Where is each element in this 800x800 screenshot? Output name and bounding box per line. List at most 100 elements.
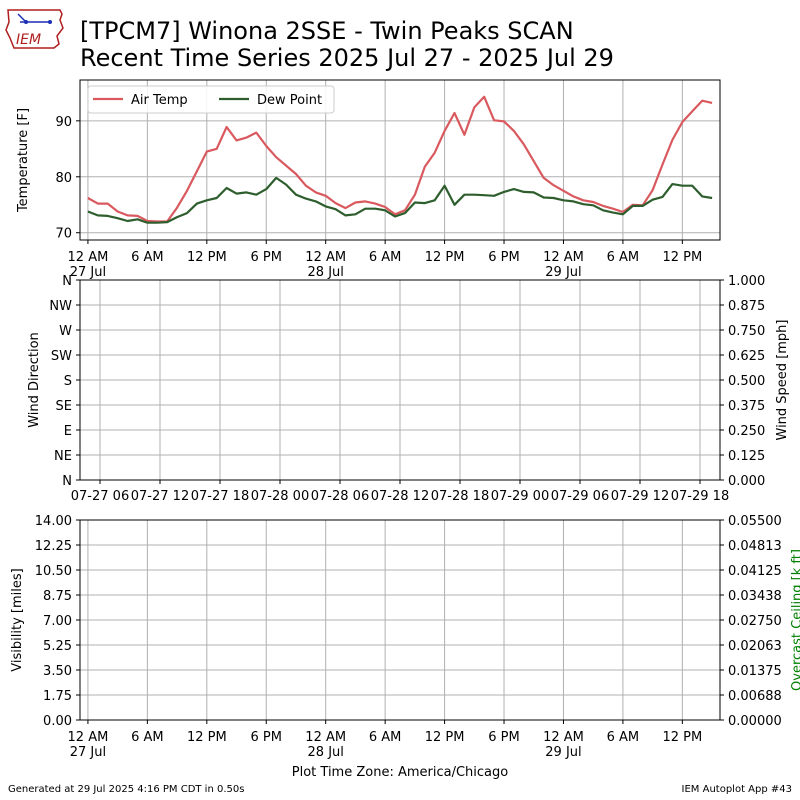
wind-direction-tick-label: E	[64, 424, 72, 439]
series-line-air-temp	[87, 95, 713, 223]
vis-xtick-label: 12 PM	[187, 730, 227, 745]
wind-speed-tick-label: 0.500	[728, 374, 765, 389]
footer-generated-text: Generated at 29 Jul 2025 4:16 PM CDT in …	[8, 784, 245, 795]
vis-xtick-date-label: 29 Jul	[545, 745, 581, 760]
wind-speed-tick-label: 0.625	[728, 349, 765, 364]
vis-xtick-label: 6 AM	[607, 730, 640, 745]
visibility-tick-label: 10.50	[35, 564, 72, 579]
vis-xtick-label: 12 PM	[425, 730, 465, 745]
wind-direction-tick-label: N	[62, 274, 72, 289]
wind-speed-ylabel: Wind Speed [mph]	[775, 320, 790, 441]
wind-speed-tick-label: 0.750	[728, 324, 765, 339]
chart-title-line2: Recent Time Series 2025 Jul 27 - 2025 Ju…	[80, 44, 614, 72]
wind-xtick-label: 07-28 00	[251, 489, 309, 504]
temp-ylabel: Temperature [F]	[16, 108, 31, 213]
temp-xtick-label: 12 AM	[68, 250, 109, 265]
wind-speed-tick-label: 0.250	[728, 424, 765, 439]
logo-text: IEM	[16, 32, 41, 48]
vis-xtick-label: 12 AM	[543, 730, 584, 745]
temp-xtick-label: 12 AM	[305, 250, 346, 265]
vis-xtick-label: 12 AM	[305, 730, 346, 745]
visibility-tick-label: 3.50	[43, 664, 72, 679]
wind-direction-tick-label: NW	[49, 299, 72, 314]
visibility-tick-label: 8.75	[43, 589, 72, 604]
temp-ytick-label: 90	[55, 115, 72, 130]
wind-speed-tick-label: 0.875	[728, 299, 765, 314]
ceiling-tick-label: 0.04813	[728, 539, 782, 554]
visibility-tick-label: 0.00	[43, 714, 72, 729]
wind-xtick-label: 07-27 06	[71, 489, 129, 504]
logo-dot	[24, 20, 28, 24]
ceiling-ylabel: Overcast Ceiling [k ft]	[790, 549, 800, 691]
vis-xtick-label: 12 PM	[662, 730, 702, 745]
temp-xtick-label: 12 PM	[662, 250, 702, 265]
legend-box	[87, 85, 335, 114]
visibility-tick-label: 7.00	[43, 614, 72, 629]
vis-xtick-date-label: 28 Jul	[308, 745, 344, 760]
ceiling-tick-label: 0.02063	[728, 639, 782, 654]
iowa-state-outline	[5, 9, 64, 49]
temp-xtick-date-label: 28 Jul	[308, 265, 344, 280]
wind-direction-tick-label: S	[64, 374, 72, 389]
wind-direction-tick-label: SE	[56, 399, 72, 414]
temp-xtick-label: 6 AM	[369, 250, 402, 265]
wind-xtick-label: 07-27 12	[131, 489, 189, 504]
wind-xtick-label: 07-28 12	[371, 489, 429, 504]
temp-xtick-label: 6 PM	[488, 250, 519, 265]
series-line-dew-point	[87, 176, 713, 224]
wind-direction-tick-label: NE	[54, 449, 72, 464]
wind-xtick-label: 07-29 18	[671, 489, 729, 504]
ceiling-tick-label: 0.02750	[728, 614, 782, 629]
wind-speed-tick-label: 0.125	[728, 449, 765, 464]
visibility-tick-label: 5.25	[43, 639, 72, 654]
ceiling-tick-label: 0.00000	[728, 714, 782, 729]
temp-ytick-label: 70	[55, 227, 72, 242]
wind-xtick-label: 07-29 12	[611, 489, 669, 504]
ceiling-tick-label: 0.01375	[728, 664, 782, 679]
vis-xtick-label: 6 AM	[369, 730, 402, 745]
visibility-ylabel: Visibility [miles]	[10, 568, 25, 671]
wind-xtick-label: 07-29 00	[491, 489, 549, 504]
wind-direction-ylabel: Wind Direction	[27, 332, 42, 428]
wind-direction-tick-label: W	[59, 324, 72, 339]
footer-app-text: IEM Autoplot App #43	[681, 784, 792, 795]
plot-timezone-xlabel: Plot Time Zone: America/Chicago	[292, 765, 508, 780]
wind-direction-tick-label: N	[62, 474, 72, 489]
temp-xtick-date-label: 29 Jul	[545, 265, 581, 280]
wind-speed-tick-label: 0.000	[728, 474, 765, 489]
vis-xtick-label: 12 AM	[68, 730, 109, 745]
wind-xtick-label: 07-28 06	[311, 489, 369, 504]
vis-xtick-date-label: 27 Jul	[70, 745, 106, 760]
logo-dot-right	[48, 20, 52, 24]
wind-direction-tick-label: SW	[51, 349, 72, 364]
vis-xtick-label: 6 AM	[131, 730, 164, 745]
ceiling-tick-label: 0.05500	[728, 514, 782, 529]
visibility-tick-label: 12.25	[35, 539, 72, 554]
temp-xtick-label: 12 PM	[425, 250, 465, 265]
temp-xtick-date-label: 27 Jul	[70, 265, 106, 280]
wind-speed-tick-label: 1.000	[728, 274, 765, 289]
iem-logo: IEM	[5, 9, 64, 49]
ceiling-tick-label: 0.03438	[728, 589, 782, 604]
temp-xtick-label: 6 AM	[607, 250, 640, 265]
vis-xtick-label: 6 PM	[251, 730, 282, 745]
temp-xtick-label: 12 PM	[187, 250, 227, 265]
ceiling-tick-label: 0.00688	[728, 689, 782, 704]
wind-speed-tick-label: 0.375	[728, 399, 765, 414]
legend-label-air-temp: Air Temp	[131, 93, 188, 108]
chart-title-line1: [TPCM7] Winona 2SSE - Twin Peaks SCAN	[80, 17, 574, 45]
temp-xtick-label: 6 PM	[251, 250, 282, 265]
vis-axes-frame	[79, 519, 721, 721]
temp-ytick-label: 80	[55, 171, 72, 186]
wind-xtick-label: 07-27 18	[191, 489, 249, 504]
temp-xtick-label: 6 AM	[131, 250, 164, 265]
temp-xtick-label: 12 AM	[543, 250, 584, 265]
wind-xtick-label: 07-29 06	[551, 489, 609, 504]
vis-xtick-label: 6 PM	[488, 730, 519, 745]
visibility-tick-label: 14.00	[35, 514, 72, 529]
wind-xtick-label: 07-28 18	[431, 489, 489, 504]
temp-axes-frame	[79, 79, 721, 241]
ceiling-tick-label: 0.04125	[728, 564, 782, 579]
visibility-tick-label: 1.75	[43, 689, 72, 704]
